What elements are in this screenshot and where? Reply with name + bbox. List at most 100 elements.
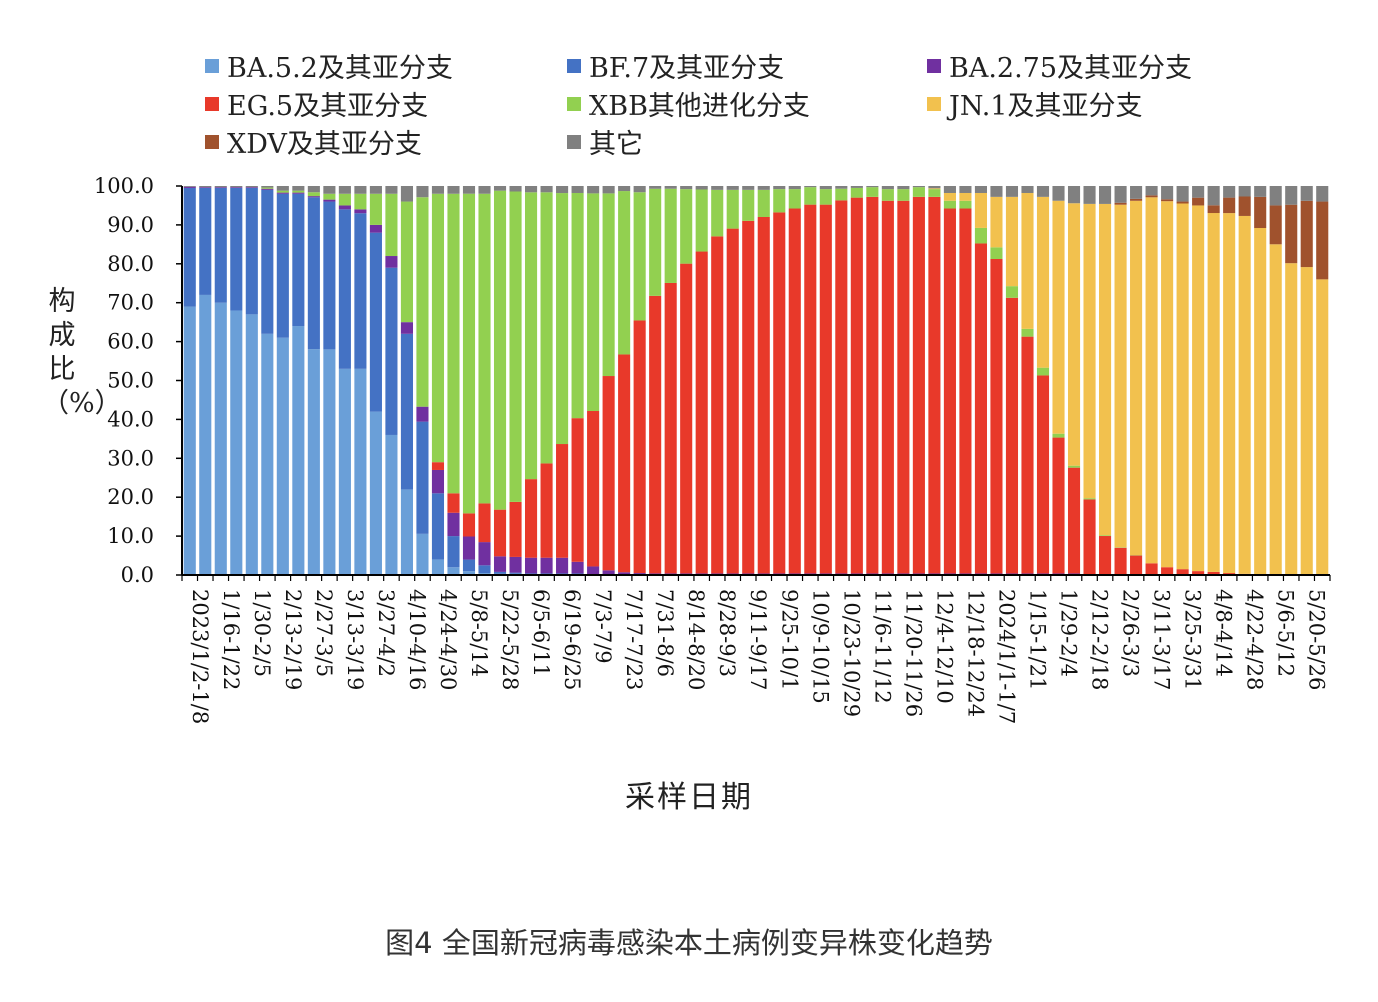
x-tick-label: 5/8-5/14: [467, 589, 491, 677]
bar-segment-5-70: [1269, 244, 1282, 575]
bar-segment-7-17: [447, 186, 460, 194]
bar-segment-0-18: [462, 571, 476, 575]
bar-segment-7-24: [556, 186, 569, 194]
bar-segment-3-19: [478, 503, 491, 543]
legend-item: EG.5及其亚分支: [205, 84, 428, 123]
bar-segment-7-22: [525, 186, 538, 193]
bar-segment-2-38: [773, 573, 786, 575]
bar-segment-4-40: [804, 187, 817, 205]
bar-segment-1-10: [338, 209, 351, 369]
bar-segment-2-55: [1036, 573, 1050, 575]
bar-segment-7-55: [1036, 186, 1050, 197]
bar-segment-3-65: [1192, 571, 1205, 575]
bar-segment-4-18: [462, 193, 476, 514]
bar-segment-7-65: [1192, 186, 1205, 198]
bar-segment-4-12: [369, 193, 382, 225]
bar-segment-2-1: [199, 187, 212, 188]
bar-segment-2-37: [757, 573, 770, 575]
bar-segment-3-59: [1099, 536, 1112, 575]
bar-segment-1-19: [478, 565, 491, 574]
bar-segment-3-28: [618, 354, 631, 573]
bar-segment-2-31: [664, 573, 677, 575]
bar-segment-7-41: [819, 186, 832, 190]
bar-segment-2-19: [478, 542, 491, 566]
bar-segment-1-9: [323, 201, 336, 350]
legend-label: JN.1及其亚分支: [949, 91, 1143, 122]
bar-segment-3-54: [1021, 336, 1034, 574]
bar-segment-7-51: [974, 186, 987, 193]
bar-segment-0-5: [261, 333, 274, 575]
bar-segment-1-25: [571, 573, 584, 575]
bar-segment-7-56: [1052, 186, 1065, 201]
bar-segment-7-50: [959, 186, 972, 193]
bar-segment-5-49: [943, 192, 956, 201]
chart-legend: BA.5.2及其亚分支 BF.7及其亚分支 BA.2.75及其亚分支 EG.5及其亚分…: [205, 46, 1345, 166]
y-tick-label: 0.0: [121, 563, 154, 587]
y-tick-label: 80.0: [107, 252, 154, 276]
x-tick-label: 2/13-2/19: [281, 589, 305, 690]
axes-group: 0.0 10.0 20.0 30.0 40.0 50.0 60.0 70.0 80.0 90.0 1…: [94, 174, 1331, 724]
legend-label: BF.7及其亚分支: [589, 53, 785, 84]
bar-segment-7-62: [1145, 186, 1158, 196]
bar-segment-2-43: [850, 573, 863, 575]
bar-segment-0-11: [354, 368, 367, 575]
bar-segment-2-45: [881, 573, 894, 575]
bar-segment-7-28: [618, 186, 631, 192]
bar-segment-2-34: [711, 573, 724, 575]
bar-segment-7-3: [230, 186, 243, 188]
bar-segment-2-49: [943, 573, 956, 575]
legend-item: 其它: [567, 122, 643, 161]
bar-segment-2-12: [369, 224, 382, 233]
legend-label: XBB其他进化分支: [589, 91, 810, 122]
bar-segment-6-71: [1285, 204, 1298, 264]
bar-segment-2-28: [618, 572, 631, 575]
bar-segment-4-27: [602, 193, 615, 377]
bar-segment-4-16: [431, 193, 445, 463]
bar-segment-4-41: [819, 189, 832, 205]
bar-segment-4-7: [292, 190, 305, 193]
y-tick-label: 40.0: [107, 407, 154, 431]
bar-segment-3-39: [788, 208, 801, 574]
bar-segment-6-65: [1192, 197, 1205, 206]
bar-segment-6-66: [1207, 205, 1220, 214]
bar-segment-5-59: [1099, 203, 1112, 536]
bar-segment-6-64: [1176, 201, 1189, 204]
bar-segment-7-39: [788, 186, 801, 190]
x-tick-label: 12/4-12/10: [932, 589, 956, 704]
x-tick-label: 1/16-1/22: [219, 589, 243, 690]
bar-segment-3-45: [881, 200, 894, 574]
bar-segment-2-33: [695, 573, 708, 575]
y-tick-label: 100.0: [94, 174, 154, 198]
bar-segment-4-46: [897, 189, 910, 201]
bar-segment-3-51: [974, 243, 987, 574]
bar-segment-2-47: [912, 573, 925, 575]
x-tick-label: 3/13-3/19: [343, 589, 367, 690]
bar-segment-3-26: [587, 411, 600, 567]
bar-segment-3-25: [571, 418, 584, 562]
bar-segment-2-3: [230, 187, 243, 188]
bar-segment-3-17: [447, 493, 460, 513]
legend-item: XDV及其亚分支: [205, 122, 422, 161]
x-tick-label: 2024/1/1-1/7: [994, 589, 1018, 724]
bar-segment-7-23: [540, 186, 553, 193]
x-tick-label: 11/6-11/12: [870, 589, 894, 704]
bar-segment-7-18: [462, 186, 476, 194]
bar-segment-1-4: [245, 187, 258, 315]
legend-swatch: [205, 58, 219, 73]
x-tick-label: 7/31-8/6: [653, 589, 677, 677]
bar-segment-2-50: [959, 573, 972, 575]
bar-segment-2-53: [1005, 573, 1019, 575]
x-tick-label: 11/20-11/26: [901, 589, 925, 717]
y-tick-label: 90.0: [107, 213, 154, 237]
bar-segment-4-13: [385, 193, 398, 257]
bar-segment-4-19: [478, 193, 491, 504]
bar-segment-5-62: [1145, 197, 1158, 564]
bar-segment-4-59: [1099, 535, 1112, 537]
bar-segment-4-36: [742, 189, 755, 221]
bar-segment-2-21: [509, 556, 522, 573]
bar-segment-2-14: [400, 322, 413, 334]
bar-segment-2-30: [649, 573, 662, 575]
bar-segment-1-5: [261, 189, 274, 334]
bar-segment-0-13: [385, 434, 398, 575]
bar-segment-7-61: [1130, 186, 1143, 199]
